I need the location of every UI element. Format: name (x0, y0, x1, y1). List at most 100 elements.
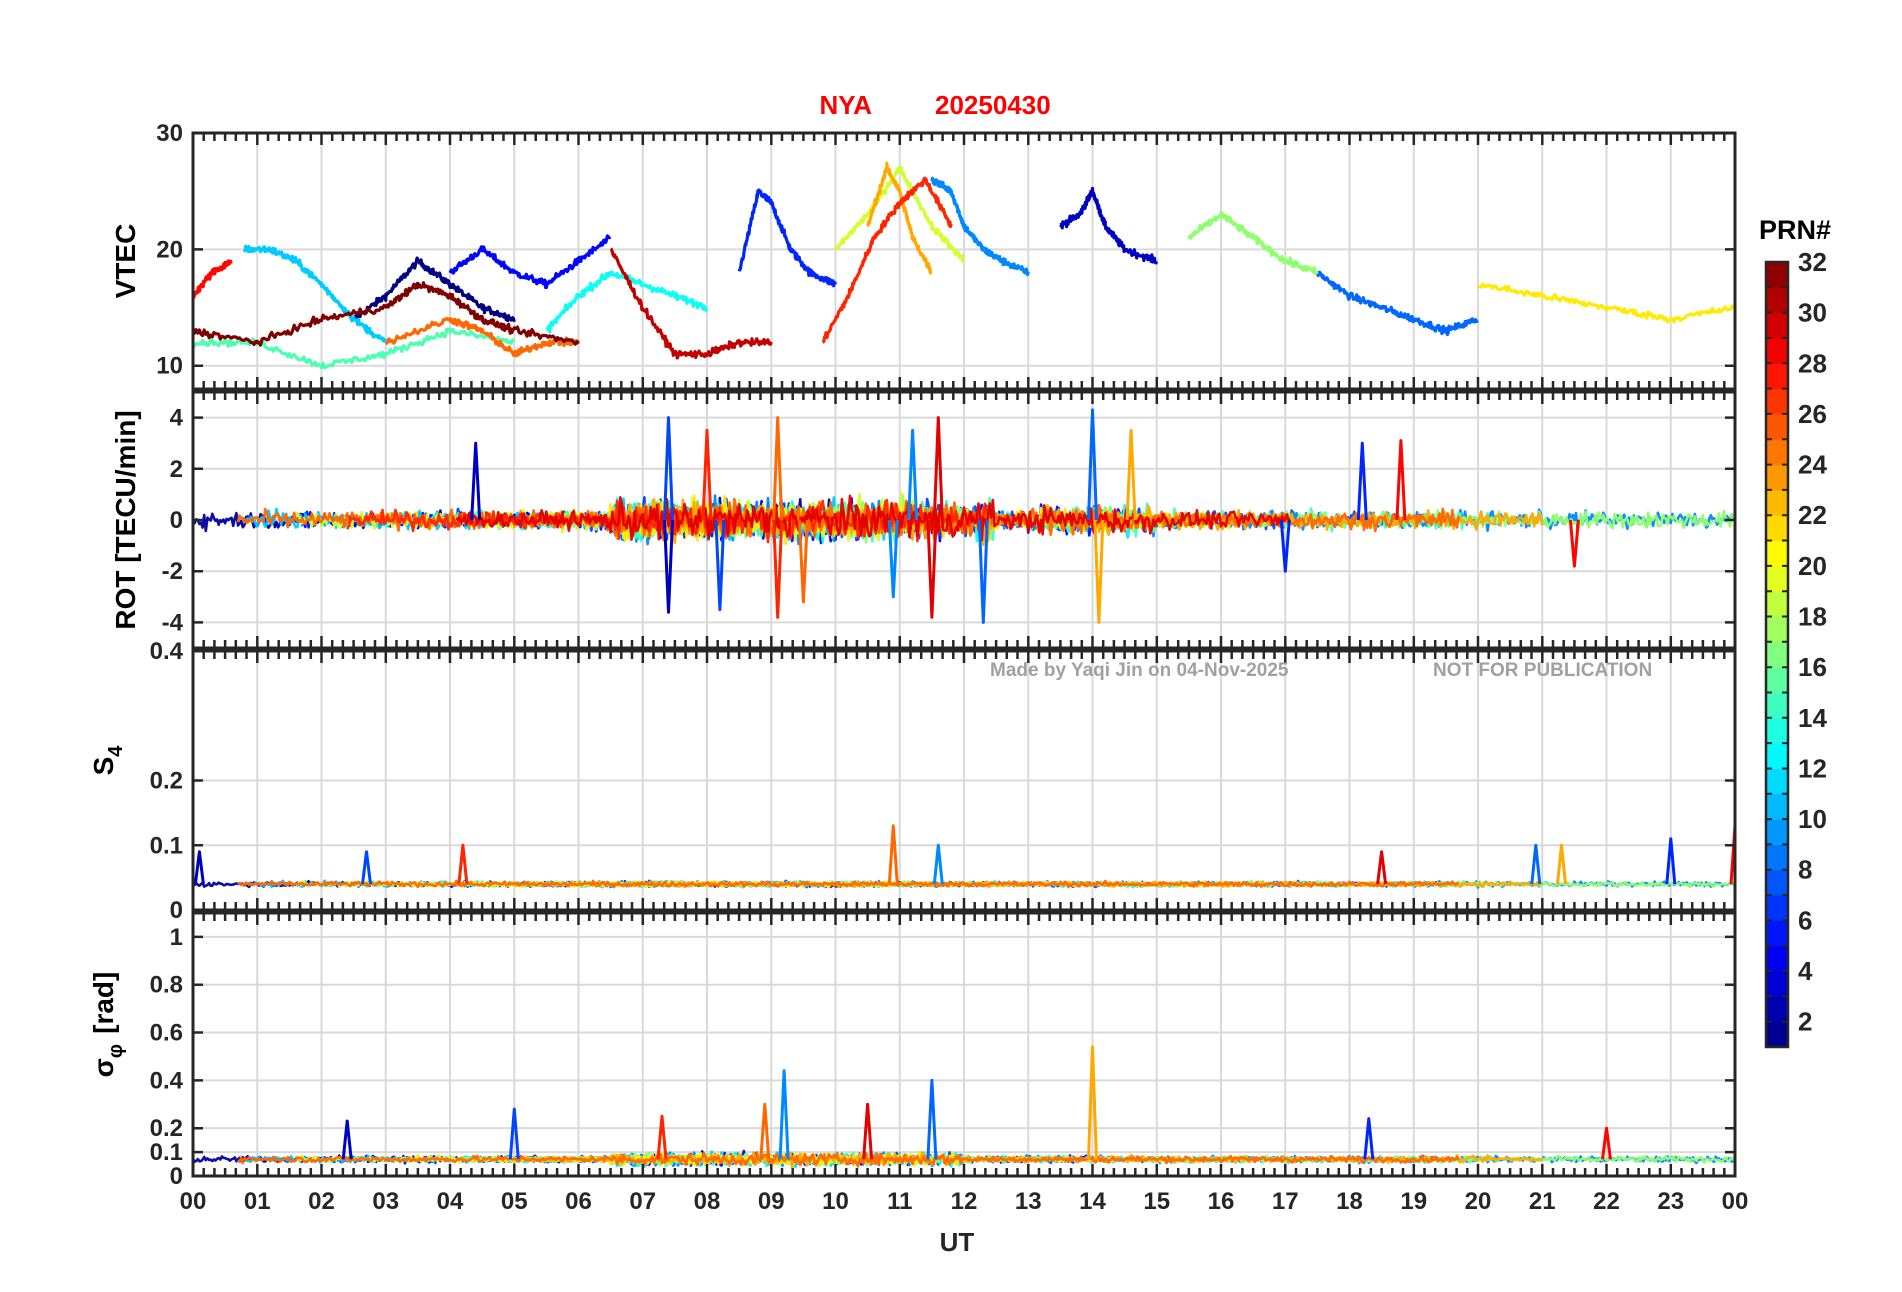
x-tick-label: 02 (308, 1188, 335, 1215)
panel-sigma_phi: 00.10.2 0.4 0.6 0.8 1 σφ[rad] 00 01 02 03 04 05 06 07… (88, 911, 1748, 1215)
colorbar-tick-label: 24 (1798, 450, 1827, 480)
rot-spike (887, 519, 899, 599)
title-date: 20250430 (935, 90, 1051, 120)
colorbar-frame (1764, 260, 1790, 1049)
vtec-line-prn-6 (737, 188, 838, 288)
y-tick-label: -2 (162, 558, 183, 585)
colorbar-tick-label: 2 (1798, 1007, 1812, 1037)
sigma_phi-spike (759, 1102, 771, 1160)
vtec-line-prn-13 (545, 270, 708, 334)
x-tick-label: 00 (180, 1188, 207, 1215)
x-axis-label: UT (940, 1227, 975, 1257)
vtec-ylabel: VTEC (110, 224, 141, 299)
x-tick-label: 11 (887, 1188, 912, 1215)
x-tick-label: 07 (629, 1188, 656, 1215)
colorbar-cell (1766, 717, 1788, 744)
colorbar-ticks (1766, 261, 1788, 1048)
y-tick-label: 0 (170, 897, 183, 924)
rot-spike (701, 428, 713, 521)
y-tick-label: 0.2 (150, 1115, 183, 1142)
colorbar-tick-label: 20 (1798, 551, 1827, 581)
s4-trace-prn-25 (237, 879, 1460, 889)
panel-s4: 0 0.1 0.2 0.4 S4 (88, 638, 1737, 924)
colorbar-cell (1766, 819, 1788, 845)
vtec-line-prn-28 (193, 259, 233, 299)
x-tick-label: 10 (822, 1188, 849, 1215)
colorbar-cell (1766, 920, 1788, 947)
colorbar-cell (1766, 616, 1788, 643)
colorbar-cell (1766, 338, 1788, 364)
colorbar-cell (1766, 540, 1788, 567)
vtec-line-prn-8 (1315, 270, 1479, 337)
sigma_phi-spike (778, 1069, 790, 1160)
x-tick-label: 21 (1529, 1188, 1556, 1215)
x-minor-ticks (191, 913, 1737, 1176)
y-tick-label: 20 (156, 236, 183, 263)
s4-spike (1376, 850, 1388, 885)
sigma_phi-spike (656, 1114, 668, 1160)
vtec-line-prn-21 (1477, 282, 1735, 324)
colorbar-cell (1766, 996, 1788, 1023)
sigma_phi-spike (926, 1078, 938, 1160)
series-lines (193, 1045, 1735, 1169)
colorbar-tick-label: 30 (1798, 298, 1827, 328)
series-lines (193, 161, 1735, 370)
rot-spike (1395, 439, 1407, 521)
vtec-line-prn-32 (193, 281, 580, 347)
colorbar-cell (1766, 768, 1788, 795)
y-tick-label: 4 (170, 405, 184, 432)
colorbar-cell (1766, 565, 1788, 592)
vtec-line-prn-23 (866, 161, 933, 275)
vtec-line-prn-25 (384, 316, 580, 358)
colorbar-cell (1766, 515, 1788, 541)
rot-spike (772, 416, 784, 521)
sigma_phi-spike (1601, 1126, 1612, 1160)
rot-spike (1093, 519, 1105, 624)
sigma_phi-trace-prn-25 (237, 1151, 1460, 1168)
x-tick-label: 22 (1593, 1188, 1620, 1215)
vtec-line-prn-5 (448, 234, 612, 290)
y-tick-label: 2 (170, 456, 183, 483)
colorbar-cell (1766, 413, 1788, 440)
rot-spike (772, 519, 784, 619)
rot-spike (714, 519, 726, 612)
colorbar-tick-label: 22 (1798, 500, 1827, 530)
rot-spike (797, 519, 809, 604)
series-lines (193, 824, 1735, 889)
rot-spike (1087, 408, 1098, 521)
s4-spike (193, 850, 205, 885)
colorbar-cell (1766, 692, 1788, 719)
vtec-line-prn-3 (1059, 186, 1159, 265)
colorbar-tick-label: 4 (1798, 956, 1813, 986)
x-tick-label: 01 (244, 1188, 271, 1215)
y-tick-label: 0.6 (150, 1020, 183, 1047)
rot-spike (1356, 441, 1368, 521)
x-minor-ticks (191, 133, 1737, 389)
y-tick-label: 0.1 (150, 1139, 183, 1166)
y-ticks (193, 649, 1735, 912)
colorbar-tick-label: 26 (1798, 399, 1827, 429)
colorbar-tick-label: 28 (1798, 348, 1827, 378)
rot-spike (470, 441, 482, 521)
colorbar-tick-label: 6 (1798, 905, 1812, 935)
x-tick-label: 14 (1079, 1188, 1106, 1215)
colorbar-tick-label: 16 (1798, 652, 1827, 682)
y-ticks (193, 935, 1735, 1178)
rot-spike (663, 416, 674, 521)
colorbar-cell (1766, 971, 1788, 997)
colorbar-cell (1766, 1021, 1788, 1048)
sigma_phi-spike (508, 1107, 520, 1160)
colorbar-tick-label: 14 (1798, 703, 1827, 733)
vtec-line-prn-19 (833, 165, 966, 264)
x-minor-ticks (191, 392, 1737, 648)
s4-spike (887, 824, 899, 885)
rot-spike (907, 428, 919, 521)
colorbar-cell (1766, 869, 1788, 896)
colorbar-cell (1766, 641, 1788, 668)
colorbar-tick-label: 8 (1798, 855, 1812, 885)
x-tick-label: 19 (1400, 1188, 1427, 1215)
vtec-line-prn-9 (930, 176, 1030, 277)
x-tick-label: 20 (1465, 1188, 1492, 1215)
